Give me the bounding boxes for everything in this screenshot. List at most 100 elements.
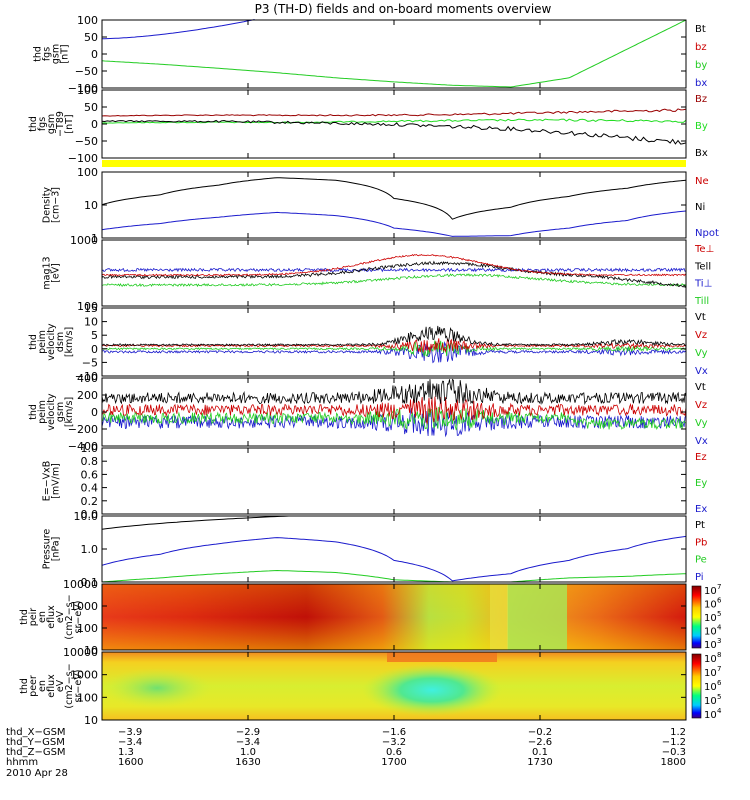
legend-pe: Pe [695, 555, 707, 566]
legend-pb: Pb [695, 537, 707, 548]
y-tick-label: 10.0 [74, 510, 99, 523]
colorbar-label: 10 [704, 696, 717, 707]
y-tick-label: 0.2 [81, 495, 99, 508]
colorbar-exponent: 6 [717, 597, 722, 605]
panel-frame [101, 515, 687, 583]
y-axis-label: mag13 [42, 256, 53, 289]
colorbar-label: 10 [704, 600, 717, 611]
y-tick-label: 1000 [70, 234, 98, 247]
y-tick-label: 10000 [63, 578, 98, 591]
y-tick-label: 200 [77, 389, 98, 402]
y-tick-label: 10 [84, 644, 98, 657]
y-tick-label: 0 [91, 406, 98, 419]
y-axis-label: Pressure [42, 529, 53, 570]
legend-bz: bz [695, 42, 707, 53]
x-axis-value: 1730 [527, 757, 552, 768]
colorbar-exponent: 7 [717, 665, 721, 673]
series-pi [101, 535, 687, 582]
legend-pi: Pi [695, 572, 704, 583]
panel-frame [101, 239, 687, 307]
y-axis-label: eV [55, 679, 66, 692]
y-axis-label: (cm2−s− [64, 594, 75, 639]
y-tick-label: 15 [84, 302, 98, 315]
y-axis-label: peim [37, 330, 48, 354]
y-tick-label: 0.6 [81, 468, 99, 481]
colorbar-label: 10 [704, 668, 717, 679]
colorbar [691, 585, 702, 649]
y-tick-label: 100 [77, 14, 98, 27]
y-tick-label: −10 [75, 370, 98, 383]
y-axis-label: gsm [46, 114, 57, 134]
y-axis-label: [cm−3] [51, 187, 62, 223]
legend-till: Till [694, 296, 709, 307]
y-tick-label: 0.8 [81, 455, 99, 468]
colorbar-label: 10 [704, 682, 717, 693]
series-tepar [101, 260, 687, 289]
colorbar-label: 10 [704, 586, 717, 597]
y-axis-label: en [37, 680, 48, 692]
y-tick-label: 1000 [70, 600, 98, 613]
y-tick-label: 0.1 [81, 576, 99, 589]
legend-bx: bx [695, 78, 707, 89]
series-by [101, 118, 687, 124]
legend-ti: Ti⊥ [694, 279, 712, 290]
x-axis-row-label: thd_X−GSM [6, 727, 66, 738]
legend-vx: Vx [695, 436, 708, 447]
y-axis-label: peim [37, 400, 48, 424]
series-vz [101, 396, 687, 425]
y-tick-label: 50 [84, 31, 98, 44]
y-axis-label: thd [33, 46, 44, 62]
colorbar-exponent: 5 [717, 693, 721, 701]
legend-bz: Bz [695, 94, 707, 105]
x-axis-row-label: hhmm [6, 757, 38, 768]
y-tick-label: 0 [91, 48, 98, 61]
colorbar-exponent: 8 [717, 651, 721, 659]
y-axis-label: [nPa] [51, 537, 62, 562]
legend-te: Te⊥ [694, 244, 714, 255]
y-axis-label: fgs [42, 47, 53, 61]
y-tick-label: 1.0 [81, 442, 99, 455]
y-tick-label: −50 [75, 135, 98, 148]
y-axis-label: thd [19, 609, 30, 625]
y-tick-label: 50 [84, 101, 98, 114]
y-axis-label: eflux [46, 605, 57, 629]
y-axis-label: sr−eV) [73, 670, 84, 703]
x-axis-value: 1.2 [670, 727, 686, 738]
legend-by: by [695, 60, 707, 71]
x-axis-value: −3.4 [118, 737, 142, 748]
x-axis-value: −2.9 [236, 727, 260, 738]
colorbar-exponent: 6 [717, 679, 722, 687]
colorbar-label: 10 [704, 613, 717, 624]
y-tick-label: 10 [84, 199, 98, 212]
y-axis-label: peer [28, 675, 39, 697]
legend-vy: Vy [695, 348, 708, 359]
y-tick-label: 100 [77, 300, 98, 313]
y-axis-label: [nT] [64, 114, 75, 133]
y-tick-label: 1.0 [81, 543, 99, 556]
y-axis-label: gsm [55, 402, 66, 422]
y-tick-label: 0.4 [81, 482, 99, 495]
y-axis-label: thd [19, 678, 30, 694]
colorbar-label: 10 [704, 710, 717, 721]
legend-vy: Vy [695, 418, 708, 429]
series-pt [101, 515, 289, 530]
series-tiperp [101, 267, 687, 273]
colorbar-exponent: 4 [717, 707, 722, 715]
separator-band [102, 160, 686, 167]
panel-temperature: 1000 100 mag13[eV] Te⊥ Tell Ti⊥ Till [42, 234, 715, 313]
x-axis-value: −2.6 [528, 737, 552, 748]
y-axis-label: peir [28, 608, 39, 627]
x-axis-value: 1.0 [240, 747, 256, 758]
y-tick-label: −100 [68, 82, 98, 95]
heatmap-region [102, 668, 212, 708]
series-vt [101, 325, 687, 347]
panel-frame [101, 19, 687, 89]
x-axis-value: −0.3 [662, 747, 686, 758]
panel-frame [101, 447, 687, 515]
heatmap-band [507, 584, 567, 650]
